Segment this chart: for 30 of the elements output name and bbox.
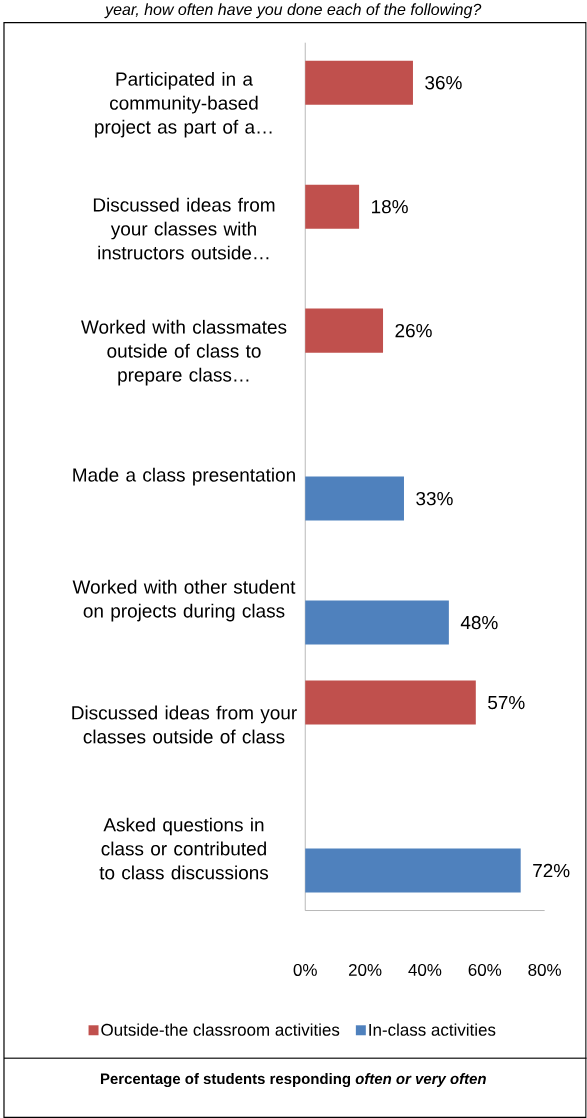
x-tick-label: 0%	[293, 963, 317, 976]
bar	[305, 308, 383, 353]
y-tick-label: Discussed ideas from your classes outside of class	[72, 705, 297, 744]
data-label: 48%	[460, 615, 498, 630]
x-tick-label: 40%	[408, 963, 442, 976]
legend-label: Outside-the classroom activities	[101, 1023, 340, 1036]
bar	[305, 60, 413, 105]
data-label: 36%	[425, 75, 462, 90]
y-tick-label: Made a class presentation	[73, 467, 295, 486]
bar	[305, 848, 521, 893]
chart-title: year, how often have you done each of the following?	[104, 3, 482, 19]
x-tick-label: 80%	[528, 963, 561, 976]
x-tick-label: 60%	[468, 963, 502, 976]
y-tick-label: Participated in a community-based project as part of a…	[95, 71, 272, 138]
y-tick-label: Discussed ideas from your classes with instructors outside…	[93, 197, 275, 260]
text: Percentage of students responding often or very often	[100, 1073, 486, 1088]
bar	[305, 600, 449, 645]
y-tick-label: Worked with classmates outside of class to prepare class…	[80, 319, 287, 386]
y-tick-label: Worked with other student on projects during class	[72, 579, 296, 622]
y-tick-label: Asked questions in class or contributed to class discussions	[99, 817, 269, 880]
x-tick-label: 20%	[348, 963, 382, 976]
data-label: 57%	[487, 695, 525, 710]
data-label: 72%	[533, 863, 570, 878]
data-label: 18%	[371, 199, 408, 214]
bar	[305, 184, 360, 229]
legend-label: In-class activities	[369, 1023, 496, 1036]
bar	[305, 476, 404, 521]
data-label: 33%	[416, 491, 453, 506]
data-label: 26%	[395, 323, 432, 338]
bar	[305, 680, 476, 725]
